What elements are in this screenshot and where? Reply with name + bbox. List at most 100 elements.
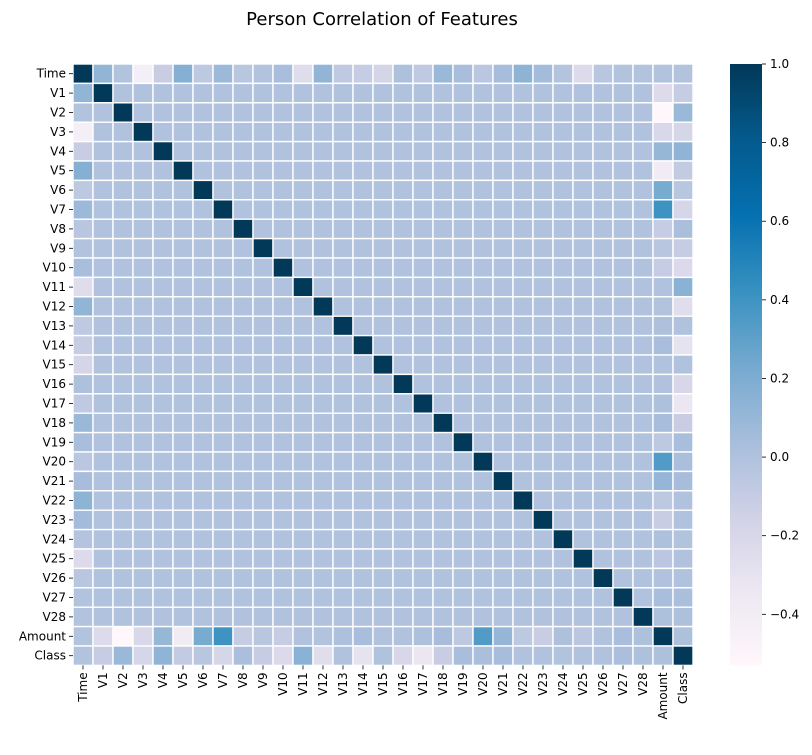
heatmap-cell [132, 587, 154, 608]
heatmap-cell [192, 199, 214, 220]
heatmap-cell [532, 257, 554, 279]
heatmap-cell [392, 412, 414, 434]
heatmap-cell [232, 102, 254, 123]
heatmap-cell [512, 82, 534, 104]
heatmap-cell [212, 334, 234, 356]
heatmap-cell [572, 257, 594, 279]
y-tick-label: Class [34, 649, 66, 663]
heatmap-cell [612, 490, 634, 511]
heatmap-cell [252, 393, 274, 414]
heatmap-cell [552, 509, 574, 531]
heatmap-cell [232, 354, 254, 376]
heatmap-cell [132, 121, 154, 143]
heatmap-cell [452, 82, 474, 104]
heatmap-cell [632, 121, 654, 143]
heatmap-cell [412, 218, 434, 240]
heatmap-cell [252, 490, 274, 511]
heatmap-cell [412, 63, 434, 85]
y-tick-label: Amount [19, 629, 66, 643]
heatmap-cell [372, 587, 394, 608]
heatmap-cell [232, 373, 254, 395]
heatmap-cell [132, 509, 154, 531]
heatmap-cell [632, 645, 654, 667]
x-tick-label: V14 [356, 672, 370, 695]
heatmap-cell [652, 199, 674, 220]
heatmap-cell [252, 296, 274, 317]
heatmap-cell [652, 490, 674, 511]
heatmap-cell [412, 373, 434, 395]
heatmap-cell [272, 102, 294, 123]
heatmap-cell [432, 334, 454, 356]
heatmap-cell [192, 490, 214, 511]
y-tick-label: V3 [50, 125, 66, 139]
heatmap-cell [672, 548, 694, 570]
heatmap-cell [472, 237, 494, 259]
heatmap-cell [292, 490, 314, 511]
heatmap-cell [472, 276, 494, 298]
heatmap-cell [432, 490, 454, 511]
heatmap-cell [92, 237, 114, 259]
heatmap-cell [552, 257, 574, 279]
heatmap-cell [572, 199, 594, 220]
heatmap-cell [72, 102, 94, 123]
heatmap-cell [152, 645, 174, 667]
heatmap-cell [512, 606, 534, 628]
heatmap-cell [612, 548, 634, 570]
heatmap-cell [72, 412, 94, 434]
heatmap-cell [592, 354, 614, 376]
heatmap-cell [212, 218, 234, 240]
heatmap-cell [492, 451, 514, 473]
heatmap-cell [412, 587, 434, 608]
heatmap-cell [272, 121, 294, 143]
heatmap-cell [572, 82, 594, 104]
heatmap-cell [612, 160, 634, 182]
heatmap-cell [372, 82, 394, 104]
heatmap-cell [572, 373, 594, 395]
heatmap-cell [672, 160, 694, 182]
heatmap-cell [592, 606, 614, 628]
heatmap-cell [612, 334, 634, 356]
heatmap-cell [232, 606, 254, 628]
heatmap-cell [172, 567, 194, 589]
heatmap-cell [612, 567, 634, 589]
heatmap-cell [112, 606, 134, 628]
heatmap-cell [412, 160, 434, 182]
heatmap-cell [92, 315, 114, 337]
heatmap-cell [412, 121, 434, 143]
heatmap-cell [472, 315, 494, 337]
heatmap-cell [412, 257, 434, 279]
y-tick-label: V12 [43, 300, 66, 314]
heatmap-cell [652, 218, 674, 240]
heatmap-cell [652, 237, 674, 259]
heatmap-cell [372, 140, 394, 162]
heatmap-cell [392, 451, 414, 473]
heatmap-cell [92, 373, 114, 395]
heatmap-cell [332, 451, 354, 473]
heatmap-cell [292, 315, 314, 337]
heatmap-cell [632, 257, 654, 279]
heatmap-cell [532, 296, 554, 317]
heatmap-cell [652, 296, 674, 317]
heatmap-cell [232, 567, 254, 589]
heatmap-cell [552, 645, 574, 667]
heatmap-cell [492, 645, 514, 667]
heatmap-cell [312, 334, 334, 356]
x-tick-label: V8 [236, 672, 250, 688]
heatmap-cell [92, 82, 114, 104]
heatmap-cell [72, 470, 94, 492]
heatmap-cell [632, 451, 654, 473]
heatmap-cell [472, 140, 494, 162]
heatmap-cell [452, 528, 474, 550]
heatmap-cell [272, 82, 294, 104]
heatmap-cell [432, 315, 454, 337]
heatmap-cell [492, 548, 514, 570]
heatmap-cell [572, 237, 594, 259]
heatmap-cell [212, 528, 234, 550]
heatmap-cell [492, 334, 514, 356]
heatmap-cell [292, 451, 314, 473]
heatmap-cell [372, 121, 394, 143]
heatmap-cell [452, 412, 474, 434]
heatmap-cell [252, 237, 274, 259]
heatmap-cell [532, 645, 554, 667]
heatmap-cell [352, 334, 374, 356]
